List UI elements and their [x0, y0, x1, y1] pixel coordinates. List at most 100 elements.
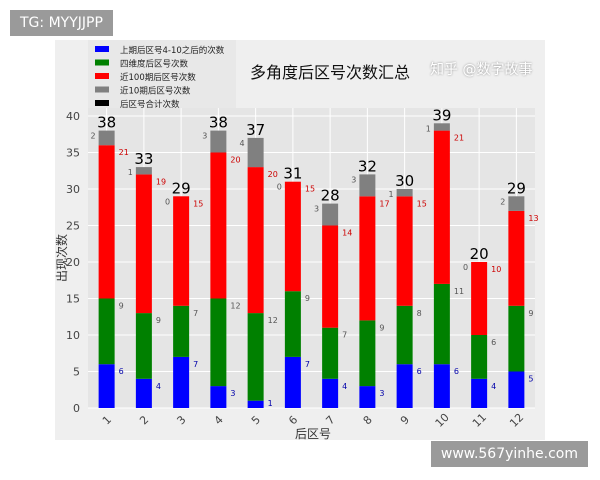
data-label: 15: [417, 199, 427, 208]
legend-swatch: [95, 100, 109, 106]
data-label: 17: [379, 199, 389, 208]
y-axis-label: 出现次数: [54, 234, 69, 282]
data-label: 6: [454, 367, 459, 376]
total-label: 29: [507, 179, 526, 197]
data-label: 20: [230, 156, 240, 165]
bar-segment: [433, 364, 450, 408]
bar-segment: [359, 196, 376, 321]
data-label: 21: [454, 134, 464, 143]
data-label: 4: [342, 382, 347, 391]
data-label: 5: [528, 375, 533, 384]
bar-segment: [173, 356, 190, 408]
data-label: 9: [119, 302, 124, 311]
bar-segment: [359, 320, 376, 387]
bar-segment: [135, 174, 152, 314]
data-label: 3: [351, 175, 356, 184]
data-label: 10: [491, 265, 501, 274]
y-tick-label: 0: [73, 402, 80, 415]
data-label: 3: [230, 389, 235, 398]
data-label: 1: [268, 399, 273, 408]
data-label: 4: [240, 139, 245, 148]
data-label: 7: [193, 309, 198, 318]
legend-label: 四维度后区号次数: [120, 59, 189, 70]
bar-segment: [135, 378, 152, 408]
data-label: 12: [230, 302, 240, 311]
data-label: 21: [119, 148, 129, 157]
bar-segment: [396, 364, 413, 408]
total-label: 28: [321, 187, 340, 205]
bar-segment: [98, 130, 115, 146]
bar-segment: [433, 283, 450, 365]
y-tick-label: 5: [73, 366, 80, 379]
legend-label: 近10期后区号次数: [120, 86, 191, 97]
x-tick-label: 7: [323, 413, 337, 427]
data-label: 8: [417, 309, 422, 318]
data-label: 6: [417, 367, 422, 376]
legend-swatch: [95, 73, 109, 79]
bar-segment: [210, 298, 227, 387]
y-tick-label: 35: [66, 147, 80, 160]
tg-label: TG: MYYJJPP: [10, 10, 113, 36]
total-label: 38: [97, 114, 116, 132]
data-label: 9: [379, 323, 384, 332]
y-tick-label: 30: [66, 183, 80, 196]
bar-segment: [284, 181, 301, 292]
bar-segment: [471, 262, 488, 335]
bar-segment: [508, 371, 525, 408]
bar-segment: [433, 130, 450, 284]
data-label: 6: [491, 338, 496, 347]
x-tick-label: 6: [286, 413, 300, 427]
legend-label: 近100期后区号次数: [120, 72, 196, 83]
legend-swatch: [95, 86, 109, 93]
data-label: 2: [91, 132, 96, 141]
x-axis-label: 后区号: [295, 427, 331, 441]
bar-segment: [433, 123, 450, 131]
total-label: 31: [283, 165, 302, 183]
bar-segment: [98, 364, 115, 408]
legend-swatch: [95, 46, 109, 52]
bar-segment: [508, 305, 525, 372]
bar-segment: [98, 145, 115, 299]
bar-segment: [247, 313, 264, 401]
x-tick-label: 9: [398, 413, 412, 427]
x-tick-label: 4: [212, 413, 226, 427]
bar-segment: [247, 167, 264, 314]
data-label: 9: [156, 316, 161, 325]
legend-swatch: [95, 59, 109, 66]
bar-segment: [247, 400, 264, 408]
x-tick-label: 3: [174, 413, 188, 427]
bar-segment: [284, 291, 301, 357]
total-label: 37: [246, 121, 265, 139]
y-tick-label: 10: [66, 329, 80, 342]
x-tick-label: 2: [137, 413, 151, 427]
data-label: 9: [528, 309, 533, 318]
data-label: 0: [165, 197, 170, 206]
y-tick-label: 40: [66, 110, 80, 123]
bar-segment: [396, 196, 413, 306]
y-tick-label: 20: [66, 256, 80, 269]
data-label: 3: [379, 389, 384, 398]
legend-box: [88, 40, 236, 108]
y-tick-label: 15: [66, 293, 80, 306]
bar-segment: [396, 305, 413, 365]
total-label: 32: [358, 157, 377, 175]
data-label: 7: [342, 331, 347, 340]
y-tick-label: 25: [66, 220, 80, 233]
bar-segment: [396, 189, 413, 197]
bar-segment: [322, 203, 339, 226]
x-tick-label: 5: [249, 413, 263, 427]
bar-segment: [359, 386, 376, 408]
bar-segment: [135, 167, 152, 175]
data-label: 12: [268, 316, 278, 325]
data-label: 7: [193, 360, 198, 369]
bar-segment: [508, 210, 525, 306]
data-label: 7: [305, 360, 310, 369]
data-label: 4: [491, 382, 496, 391]
total-label: 33: [134, 150, 153, 168]
bar-segment: [284, 356, 301, 408]
data-label: 1: [426, 124, 431, 133]
total-label: 29: [172, 179, 191, 197]
data-label: 11: [454, 287, 464, 296]
bar-segment: [173, 196, 190, 306]
